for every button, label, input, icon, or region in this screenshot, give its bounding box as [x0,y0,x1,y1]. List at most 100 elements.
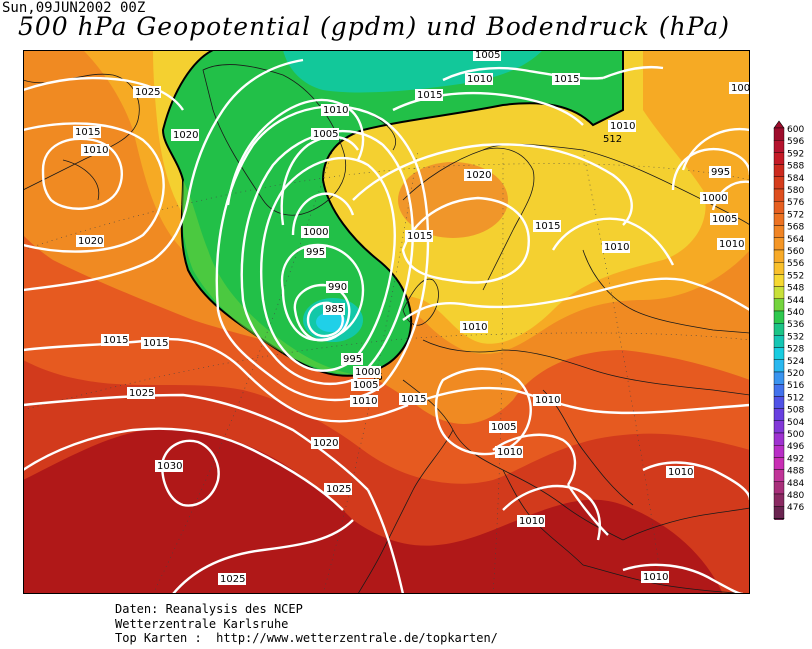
isobar-label: 1010 [535,395,560,406]
legend-value: 520 [787,369,804,379]
isobar-label: 1000 [702,193,727,204]
legend-swatch [773,445,785,458]
legend-arrow-bottom [773,518,785,520]
legend-swatch [773,176,785,190]
credits: Daten: Reanalysis des NCEP Wetterzentral… [115,602,498,646]
legend-swatch [773,384,785,397]
legend-value: 516 [787,381,804,391]
legend-swatch [773,322,785,336]
isobar-label: 1030 [157,461,182,472]
legend-swatch [773,310,785,324]
isobar-label: 1015 [401,394,426,405]
legend-swatch [773,481,785,495]
isobar-label: 1025 [135,87,160,98]
legend-value: 488 [787,467,804,477]
isobar-label: 985 [325,304,344,315]
legend-swatch [773,359,785,373]
isobar-label: 1010 [643,572,668,583]
legend-swatch [773,432,785,446]
contour-label-512: 512 [603,134,622,145]
legend-value: 476 [787,503,804,513]
isobar-label: 1010 [352,396,377,407]
isobar-label: 1005 [475,50,500,61]
legend-value: 496 [787,442,804,452]
legend-swatch [773,493,785,507]
legend-value: 584 [787,174,804,184]
isobar-label: 1020 [313,438,338,449]
legend-value: 528 [787,345,804,355]
isobar-label: 1020 [466,170,491,181]
legend-swatch [773,506,785,519]
legend-swatch [773,164,785,177]
legend-swatch [773,225,785,238]
credit-link: Top Karten : http://www.wetterzentrale.d… [115,631,498,645]
legend-value: 568 [787,223,804,233]
isobar-label: 1015 [417,90,442,101]
isobar-label: 1000 [355,367,380,378]
legend-value: 576 [787,198,804,208]
legend-value: 572 [787,210,804,220]
legend-value: 536 [787,320,804,330]
legend-value: 504 [787,418,804,428]
isobar-label: 1010 [467,74,492,85]
legend-swatch [773,335,785,348]
isobar-label: 1020 [173,130,198,141]
isobar-label: 1025 [220,574,245,585]
legend-value: 596 [787,137,804,147]
isobar-labels: 1025 1015 1010 1020 1010 1005 1015 1020 … [73,50,750,585]
isobars [23,58,750,594]
legend-swatch [773,237,785,251]
legend-value: 484 [787,479,804,489]
legend-swatch [773,298,785,312]
color-scale-legend: 600 596 592 588 584 580 576 572 568 564 560 556 552 5… [773,120,804,520]
legend-value: 600 [787,125,804,135]
isobar-label: 1005 [353,380,378,391]
isobar-label: 1010 [497,447,522,458]
legend-arrow-top [773,120,785,129]
legend-swatch [773,261,785,275]
legend-swatch [773,249,785,263]
weather-map: 512 56 1025 1015 1010 1020 1010 1005 101… [23,50,750,594]
date-time: Sun,09JUN2002 00Z [2,0,146,16]
legend-swatch [773,396,785,409]
isobar-label: 1010 [519,516,544,527]
legend-value: 544 [787,296,804,306]
isobar-label: 1015 [554,74,579,85]
isobar-label: 1025 [326,484,351,495]
legend-value: 580 [787,186,804,196]
legend-value: 592 [787,149,804,159]
isobar-label: 1020 [78,236,103,247]
legend-swatch [773,140,785,153]
isobar-label: 1015 [407,231,432,242]
legend-swatch [773,347,785,361]
legend-value: 508 [787,406,804,416]
legend-value: 564 [787,235,804,245]
isobar-label: 1005 [712,214,737,225]
legend-swatch [773,408,785,422]
legend-swatch [773,200,785,214]
isobar-label: 995 [343,354,362,365]
isobar-label: 1010 [719,239,744,250]
legend-value: 552 [787,271,804,281]
legend-value: 524 [787,357,804,367]
isobar-label: 1025 [129,388,154,399]
legend-swatch [773,213,785,226]
chart-title: 500 hPa Geopotential (gpdm) und Bodendru… [18,12,731,41]
legend-value: 492 [787,454,804,464]
isobar-label: 990 [328,282,347,293]
isobar-label: 995 [711,167,730,178]
isobar-label: 995 [306,247,325,258]
legend-swatch [773,469,785,483]
isobar-label: 1010 [83,145,108,156]
isobar-label: 1015 [143,338,168,349]
isobar-label: 1010 [668,467,693,478]
legend-value: 500 [787,430,804,440]
legend-value: 532 [787,332,804,342]
isobar-label: 100 [731,83,750,94]
legend-value: 588 [787,162,804,172]
isobar-label: 1005 [313,129,338,140]
isobar-label: 1010 [462,322,487,333]
isobar-label: 1015 [75,127,100,138]
legend-value: 480 [787,491,804,501]
credit-organisation: Wetterzentrale Karlsruhe [115,616,289,631]
